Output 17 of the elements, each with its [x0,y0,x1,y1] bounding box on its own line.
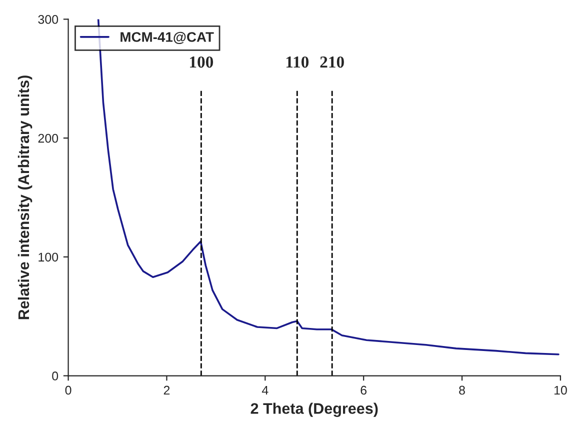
x-tick-label: 2 [164,386,170,395]
x-tick-label: 6 [360,386,367,395]
y-axis-title: Relative intensity (Arbitrary units) [18,76,32,320]
y-tick-label: 300 [38,15,58,24]
annotation: 100 [190,56,214,68]
y-tick-label: 100 [38,252,58,262]
x-tick-label: 4 [262,386,268,395]
line-series [97,19,560,356]
x-tick-label: 8 [459,386,465,395]
y-tick-label: 200 [38,134,58,143]
annotation: 210 [320,56,344,68]
x-tick-label: 0 [65,386,72,395]
y-tick-label: 0 [52,372,58,380]
x-tick-label: 10 [554,386,567,395]
legend-label: MCM-41@CAT [120,32,214,44]
x-axis-title: 2 Theta (Degrees) [250,402,378,417]
annotation: 110 [286,56,309,68]
